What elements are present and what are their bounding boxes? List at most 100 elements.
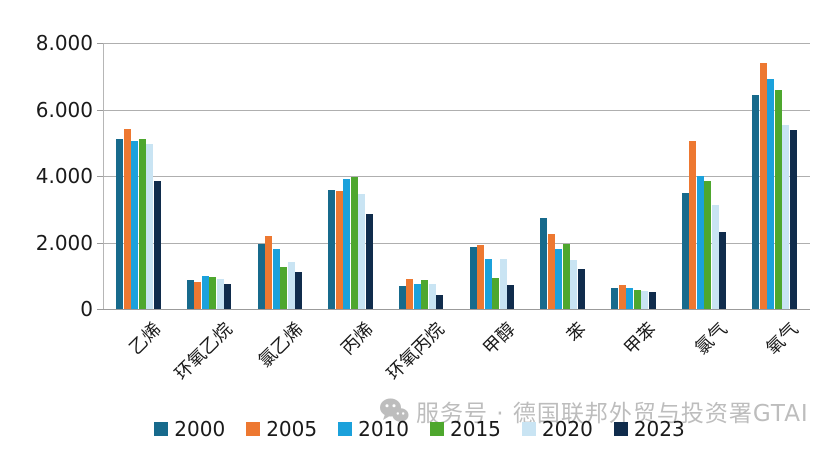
- x-tick-label-甲醇: 甲醇: [479, 318, 520, 360]
- y-axis-tick: [97, 309, 103, 310]
- y-tick-label: 8.000: [35, 31, 93, 55]
- y-axis-tick: [97, 242, 103, 244]
- bar-氧气-2010: [767, 78, 775, 309]
- legend-swatch-2020: [521, 422, 536, 436]
- bar-苯-2005: [547, 234, 555, 309]
- bar-丙烯-2005: [335, 190, 343, 309]
- bar-甲苯-2000: [611, 288, 618, 309]
- legend-swatch-2000: [154, 422, 169, 436]
- bar-甲苯-2020: [641, 291, 648, 309]
- bar-甲醇-2010: [484, 259, 492, 309]
- bar-环氧乙烷-2000: [186, 280, 194, 309]
- legend-swatch-2023: [613, 422, 628, 436]
- bar-乙烯-2000: [116, 139, 124, 309]
- legend-label-2000: 2000: [174, 417, 226, 441]
- bar-氯乙烯-2023: [295, 272, 302, 309]
- legend: 2000 2005 2010 2015 2020 2023: [0, 419, 839, 439]
- bar-氧气-2020: [782, 124, 790, 309]
- bar-苯-2010: [555, 248, 563, 309]
- legend-swatch-2005: [246, 422, 261, 436]
- bar-乙烯-2005: [123, 129, 131, 309]
- bar-丙烯-2023: [365, 213, 373, 309]
- bar-环氧丙烷-2000: [398, 285, 406, 309]
- bar-氯气-2010: [696, 176, 704, 309]
- bar-环氧丙烷-2010: [413, 284, 421, 309]
- bar-环氧丙烷-2005: [406, 279, 414, 309]
- bar-氯气-2015: [704, 181, 712, 309]
- wechat-icon: [380, 398, 409, 425]
- bar-甲苯-2015: [633, 290, 641, 309]
- watermark-text: 服务号 · 德国联邦外贸与投资署GTAI: [416, 401, 809, 427]
- watermark: 服务号 · 德国联邦外贸与投资署GTAI: [379, 394, 809, 428]
- y-axis-tick: [97, 109, 103, 111]
- x-tick-label-氧气: 氧气: [762, 318, 803, 360]
- bar-氧气-2015: [774, 89, 782, 309]
- bar-氯乙烯-2005: [265, 235, 272, 309]
- legend-label-2010: 2010: [358, 417, 409, 441]
- bar-丙烯-2010: [343, 179, 351, 309]
- bar-氯气-2000: [681, 193, 689, 309]
- y-tick-label: 0: [80, 297, 93, 321]
- x-tick-label-丙烯: 丙烯: [337, 318, 379, 360]
- x-tick-label-氯乙烯: 氯乙烯: [254, 318, 308, 372]
- y-tick-label: 6.000: [35, 97, 93, 122]
- gridline: [103, 242, 810, 244]
- bar-氧气-2023: [789, 130, 797, 309]
- bar-环氧乙烷-2020: [216, 279, 224, 309]
- x-tick-label-环氧丙烷: 环氧丙烷: [383, 318, 449, 385]
- bar-环氧丙烷-2015: [421, 280, 429, 309]
- y-tick-label: 2.000: [35, 230, 93, 255]
- y-tick-label: 4.000: [35, 164, 93, 188]
- bar-环氧丙烷-2020: [428, 284, 436, 309]
- legend-swatch-2010: [338, 422, 353, 436]
- x-axis-baseline: [103, 309, 810, 310]
- gridline: [103, 176, 810, 177]
- x-tick-label-氯气: 氯气: [691, 318, 732, 360]
- bar-环氧乙烷-2005: [194, 281, 202, 309]
- bar-甲醇-2023: [507, 285, 515, 309]
- legend-item-2015: 2015: [430, 419, 501, 439]
- bar-甲醇-2005: [477, 245, 485, 309]
- bar-氧气-2000: [752, 95, 760, 309]
- bar-氯乙烯-2000: [257, 244, 265, 309]
- bar-乙烯-2020: [146, 144, 154, 309]
- x-tick-label-苯: 苯: [562, 318, 591, 347]
- bar-甲苯-2005: [618, 284, 626, 309]
- bar-乙烯-2023: [153, 181, 161, 309]
- bar-环氧乙烷-2010: [201, 275, 209, 309]
- legend-item-2023: 2023: [613, 417, 685, 441]
- bar-苯-2023: [577, 269, 585, 309]
- bar-氯气-2020: [711, 204, 719, 309]
- y-axis-tick: [97, 176, 103, 177]
- bar-甲醇-2015: [492, 278, 500, 309]
- bar-氯乙烯-2020: [287, 262, 295, 309]
- legend-swatch-2015: [430, 422, 444, 436]
- y-axis-tick: [97, 43, 103, 44]
- bar-丙烯-2020: [358, 194, 366, 309]
- bar-苯-2000: [540, 217, 548, 309]
- bar-氯气-2023: [719, 231, 727, 309]
- legend-item-2000: 2000: [154, 419, 225, 439]
- bar-环氧乙烷-2023: [224, 283, 232, 309]
- bar-甲醇-2020: [499, 259, 507, 309]
- legend-label-2005: 2005: [266, 417, 318, 441]
- bar-乙烯-2015: [138, 138, 146, 309]
- legend-item-2010: 2010: [338, 419, 409, 439]
- bar-氯乙烯-2015: [280, 267, 287, 309]
- bar-甲苯-2010: [626, 288, 633, 309]
- x-tick-label-环氧乙烷: 环氧乙烷: [170, 318, 237, 385]
- bar-甲醇-2000: [469, 246, 477, 309]
- plot-area: [97, 43, 810, 310]
- legend-item-2005: 2005: [246, 419, 317, 439]
- bar-氧气-2005: [759, 62, 767, 309]
- x-tick-label-甲苯: 甲苯: [620, 318, 661, 360]
- bar-乙烯-2010: [131, 141, 139, 309]
- bar-环氧丙烷-2023: [436, 294, 444, 309]
- bar-氯气-2005: [689, 141, 697, 309]
- gridline: [103, 43, 810, 44]
- bar-氯乙烯-2010: [272, 249, 280, 309]
- legend-label-2020: 2020: [541, 417, 593, 441]
- legend-label-2015: 2015: [450, 417, 501, 441]
- bar-丙烯-2000: [328, 189, 336, 309]
- legend-label-2023: 2023: [633, 417, 685, 441]
